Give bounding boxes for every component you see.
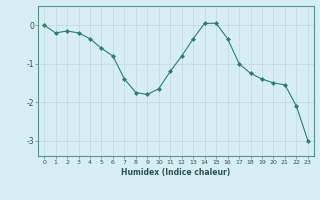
X-axis label: Humidex (Indice chaleur): Humidex (Indice chaleur) — [121, 168, 231, 177]
